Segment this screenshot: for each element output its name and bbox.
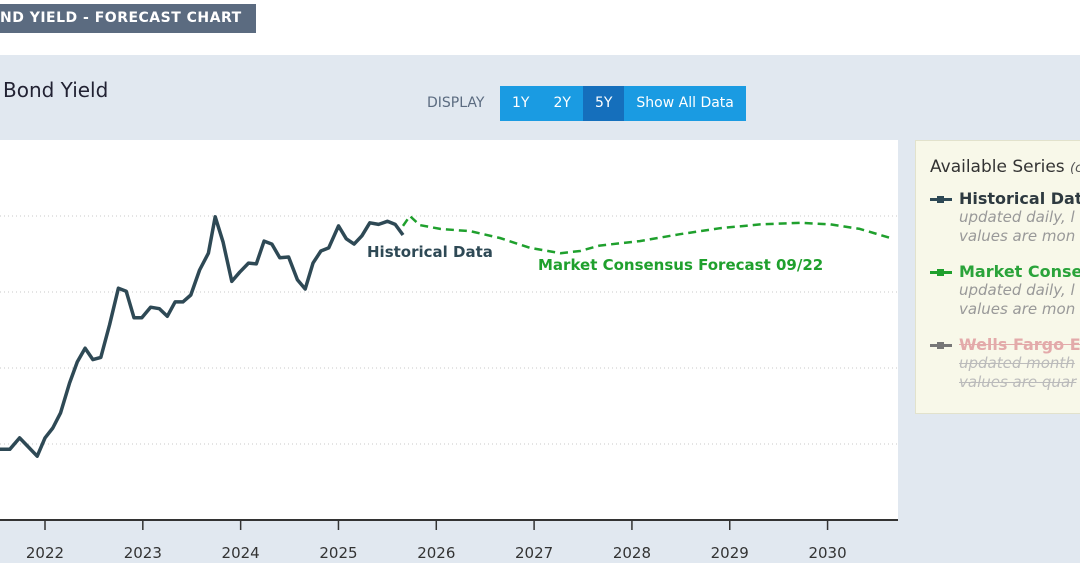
legend-name: Market Consen [930, 262, 1080, 281]
x-tick-label: 2024 [222, 544, 260, 562]
legend-swatch [930, 196, 952, 203]
chart: 2022 2023 2024 2025 2026 2027 2028 2029 2030 Hist… [0, 214, 898, 562]
legend: Available Series (c Historical Dataupdat… [915, 140, 1080, 414]
legend-hint: (c [1070, 161, 1080, 176]
x-tick-label: 2029 [711, 544, 749, 562]
legend-note: updated daily, l [959, 281, 1075, 299]
range-button[interactable]: 5Y [582, 86, 625, 121]
series-line [0, 215, 405, 458]
plot-area [0, 140, 898, 520]
chart-title: Bond Yield [3, 78, 109, 102]
legend-note: updated daily, l [959, 208, 1075, 226]
legend-title-text: Available Series [930, 157, 1065, 177]
x-tick-label: 2023 [124, 544, 162, 562]
legend-item[interactable]: Historical Data updated daily, l values ar… [930, 189, 1080, 246]
series-label: Market Consensus Forecast 09/22 [538, 256, 823, 274]
range-button[interactable]: 1Y [500, 86, 542, 121]
legend-swatch [930, 342, 952, 349]
display-label: DISPLAY [427, 95, 485, 111]
legend-note: values are quar [959, 373, 1077, 391]
legend-name: Historical Data [930, 189, 1080, 208]
x-tick-label: 2025 [319, 544, 357, 562]
legend-title: Available Series (c [930, 157, 1080, 177]
legend-note: values are mon [959, 227, 1076, 245]
x-tick-label: 2027 [515, 544, 553, 562]
series-label: Historical Data [367, 243, 493, 261]
legend-name: Wells Fargo Ec [930, 335, 1080, 354]
x-tick-label: 2030 [808, 544, 846, 562]
x-tick-label: 2026 [417, 544, 455, 562]
legend-item[interactable]: Wells Fargo Ec updated month values are qu… [930, 335, 1080, 392]
range-button[interactable]: Show All Data [624, 86, 746, 121]
banner-text: ND YIELD - FORECAST CHART [0, 10, 242, 26]
legend-swatch [930, 269, 952, 276]
range-button[interactable]: 2Y [541, 86, 583, 121]
banner: ND YIELD - FORECAST CHART [0, 4, 256, 33]
range-buttons: 1Y 2Y 5Y Show All Data [500, 86, 746, 121]
legend-note: updated month [959, 354, 1075, 372]
x-tick-label: 2022 [26, 544, 64, 562]
series-line [401, 214, 894, 255]
x-tick-label: 2028 [613, 544, 651, 562]
legend-note: values are mon [959, 300, 1076, 318]
